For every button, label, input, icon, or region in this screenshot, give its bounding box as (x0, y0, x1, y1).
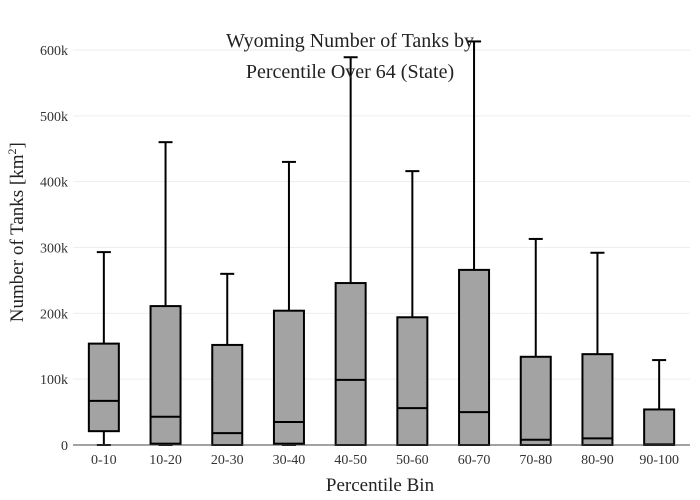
box-90-100 (643, 359, 676, 447)
x-tick-label: 50-60 (396, 453, 429, 468)
x-tick-label: 90-100 (639, 453, 679, 468)
x-tick-label: 20-30 (211, 453, 244, 468)
x-tick-label: 70-80 (519, 453, 552, 468)
box-50-60 (396, 170, 429, 446)
y-axis-label-end: ] (7, 142, 29, 149)
box-30-40 (272, 160, 305, 446)
box-iqr (396, 316, 429, 446)
box-20-30 (211, 272, 244, 446)
box-iqr (519, 355, 552, 446)
box-80-90 (581, 251, 614, 446)
x-axis-label: Percentile Bin (325, 475, 435, 496)
y-tick-label: 500k (40, 110, 68, 125)
box-60-70 (458, 40, 491, 446)
x-tick-label: 10-20 (149, 453, 182, 468)
y-tick-label: 0 (61, 439, 68, 454)
box-iqr (272, 309, 305, 445)
box-iqr (643, 408, 676, 447)
y-tick-label: 100k (40, 373, 68, 388)
y-axis-label-main: Number of Tanks [km (7, 154, 29, 323)
y-axis-label: Number of Tanks [km2] (5, 112, 29, 352)
x-tick-label: 80-90 (581, 453, 614, 468)
y-axis-ticks: 0 100k 200k 300k 400k 500k 600k (40, 44, 68, 454)
box-iqr (211, 343, 244, 446)
box-70-80 (519, 237, 552, 446)
chart-title-line-1: Wyoming Number of Tanks by (225, 30, 475, 52)
x-tick-label: 40-50 (334, 453, 367, 468)
x-tick-label: 30-40 (273, 453, 306, 468)
x-tick-label: 0-10 (91, 453, 117, 468)
chart-title-line-2: Percentile Over 64 (State) (245, 61, 455, 83)
box-iqr (334, 282, 367, 446)
y-tick-label: 300k (40, 242, 68, 257)
y-tick-label: 200k (40, 307, 68, 322)
boxes (87, 40, 676, 447)
y-tick-label: 600k (40, 44, 68, 59)
box-iqr (149, 305, 182, 445)
box-iqr (581, 353, 614, 446)
box-iqr (87, 342, 120, 433)
box-iqr (458, 268, 491, 446)
x-axis-ticks: 0-10 10-20 20-30 30-40 40-50 50-60 60-70 70-80 8… (91, 453, 679, 468)
y-axis-label-sup: 2 (4, 148, 19, 155)
y-tick-label: 400k (40, 176, 68, 191)
box-0-10 (87, 251, 120, 446)
x-tick-label: 60-70 (458, 453, 491, 468)
box-10-20 (149, 141, 182, 446)
